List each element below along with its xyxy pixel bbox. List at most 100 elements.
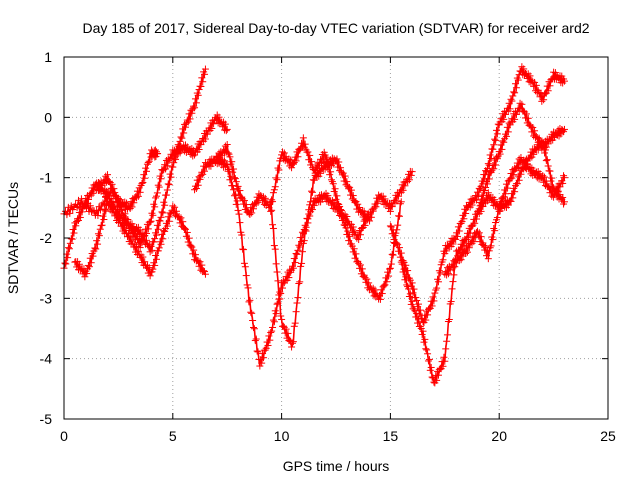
data-point xyxy=(200,267,208,275)
data-point xyxy=(326,171,334,179)
data-point xyxy=(143,167,151,175)
data-point xyxy=(290,159,298,167)
data-point xyxy=(444,270,452,278)
data-point xyxy=(511,188,519,196)
data-point xyxy=(72,222,80,230)
data-point xyxy=(513,180,521,188)
data-point xyxy=(153,221,161,229)
data-point xyxy=(138,239,146,247)
data-point xyxy=(197,83,205,91)
data-point xyxy=(450,271,458,279)
data-point xyxy=(533,134,541,142)
data-point xyxy=(269,323,277,331)
data-point xyxy=(386,264,394,272)
data-point xyxy=(276,288,284,296)
data-point xyxy=(434,371,442,379)
data-point xyxy=(327,162,335,170)
data-point xyxy=(425,355,433,363)
data-point xyxy=(294,153,302,161)
data-point xyxy=(433,376,441,384)
data-point xyxy=(469,221,477,229)
data-point xyxy=(483,180,491,188)
data-point xyxy=(223,140,231,148)
data-point xyxy=(408,297,416,305)
data-point xyxy=(475,229,483,237)
data-point xyxy=(426,366,434,374)
data-point xyxy=(75,216,83,224)
data-point xyxy=(69,226,77,234)
data-point xyxy=(330,199,338,207)
data-point xyxy=(198,74,206,82)
data-point xyxy=(473,215,481,223)
data-point xyxy=(332,195,340,203)
y-tick-label: -5 xyxy=(40,411,53,427)
data-point xyxy=(223,125,231,133)
data-point xyxy=(259,350,267,358)
data-point xyxy=(443,337,451,345)
data-point xyxy=(540,96,548,104)
data-point xyxy=(380,282,388,290)
data-point xyxy=(560,198,568,206)
data-point xyxy=(94,211,102,219)
data-point xyxy=(130,199,138,207)
data-point xyxy=(191,95,199,103)
data-point xyxy=(490,141,498,149)
data-point xyxy=(462,249,470,257)
data-point xyxy=(66,209,74,217)
data-point xyxy=(285,274,293,282)
data-point xyxy=(285,155,293,163)
data-point xyxy=(131,228,139,236)
data-point xyxy=(62,260,70,268)
data-point xyxy=(421,335,429,343)
data-point xyxy=(86,202,94,210)
series-sat-i xyxy=(397,99,568,387)
data-point xyxy=(340,221,348,229)
data-point xyxy=(275,166,283,174)
data-point xyxy=(147,217,155,225)
data-point xyxy=(511,89,519,97)
data-point xyxy=(447,298,455,306)
data-point xyxy=(236,187,244,195)
data-point xyxy=(194,91,202,99)
data-point xyxy=(293,299,301,307)
data-point xyxy=(67,235,75,243)
data-point xyxy=(404,178,412,186)
data-point xyxy=(520,165,528,173)
data-point xyxy=(298,248,306,256)
data-point xyxy=(327,168,335,176)
data-point xyxy=(259,354,267,362)
data-point xyxy=(247,308,255,316)
data-point xyxy=(538,97,546,105)
data-point xyxy=(158,208,166,216)
data-point xyxy=(78,208,86,216)
data-point xyxy=(361,221,369,229)
data-point xyxy=(393,239,401,247)
data-point xyxy=(516,67,524,75)
data-point xyxy=(144,158,152,166)
data-point xyxy=(295,145,303,153)
data-point xyxy=(408,168,416,176)
data-point xyxy=(482,184,490,192)
data-point xyxy=(529,124,537,132)
data-point xyxy=(166,170,174,178)
data-point xyxy=(176,137,184,145)
data-point xyxy=(305,206,313,214)
data-point xyxy=(491,135,499,143)
data-point xyxy=(157,175,165,183)
data-point xyxy=(551,69,559,77)
data-point xyxy=(504,128,512,136)
data-point xyxy=(240,246,248,254)
data-point xyxy=(430,297,438,305)
data-point xyxy=(526,154,534,162)
data-point xyxy=(265,332,273,340)
data-point xyxy=(99,212,107,220)
data-point xyxy=(293,250,301,258)
data-point xyxy=(294,294,302,302)
data-point xyxy=(298,259,306,267)
data-point xyxy=(179,218,187,226)
data-point xyxy=(121,198,129,206)
data-point xyxy=(192,185,200,193)
data-point xyxy=(349,192,357,200)
data-point xyxy=(226,153,234,161)
data-point xyxy=(67,202,75,210)
